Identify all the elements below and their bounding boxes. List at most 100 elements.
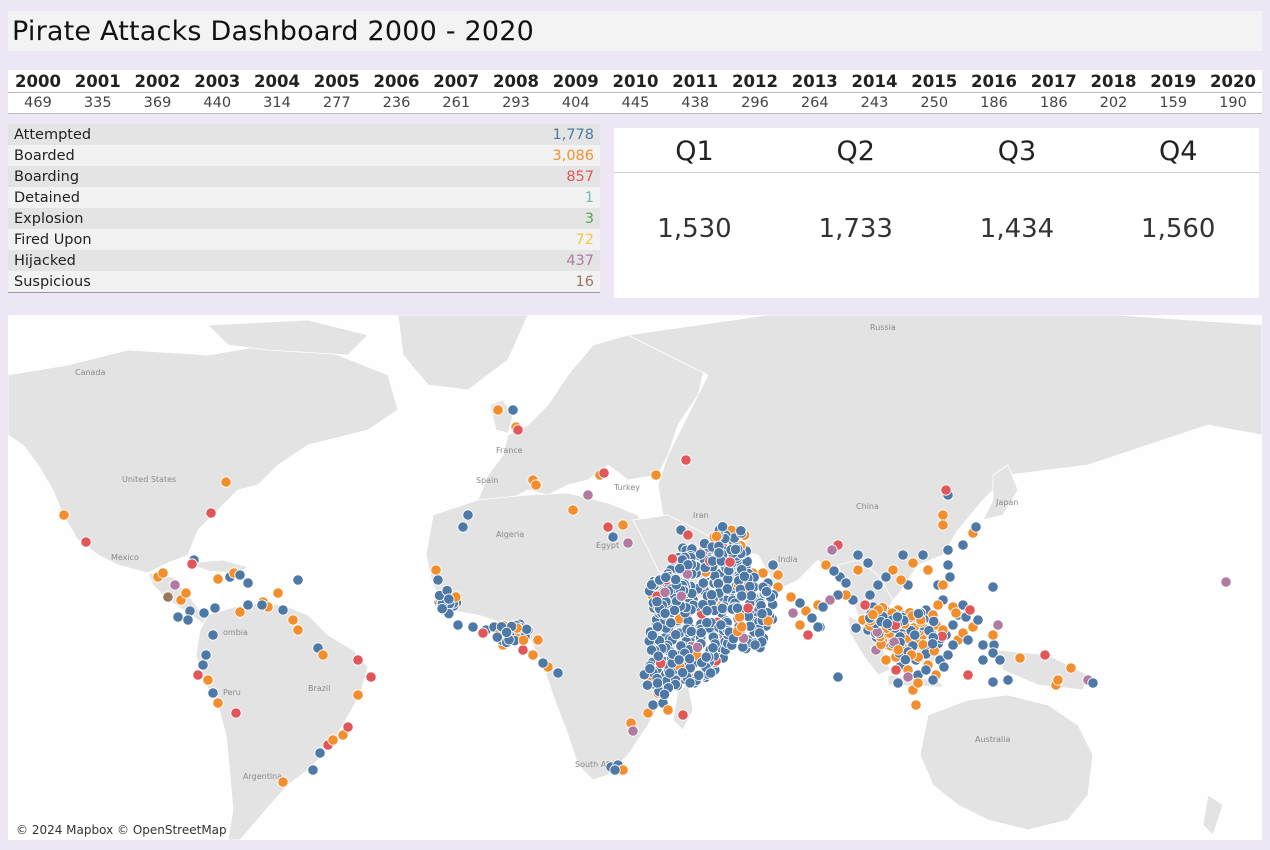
attack-dot[interactable] [670, 573, 682, 586]
year-column[interactable]: 2004 314 [247, 70, 307, 113]
attack-dot[interactable] [659, 607, 671, 619]
attack-dot[interactable] [707, 642, 719, 654]
attack-dot[interactable] [957, 539, 969, 551]
attack-dot[interactable] [198, 607, 210, 619]
attack-dot[interactable] [902, 671, 914, 683]
attack-dot[interactable] [492, 404, 504, 416]
attack-dot[interactable] [186, 558, 198, 570]
year-column[interactable]: 2015 250 [904, 70, 964, 113]
attack-dot[interactable] [230, 707, 242, 719]
attack-dot[interactable] [200, 649, 212, 661]
attack-dot[interactable] [617, 519, 629, 531]
attack-map[interactable]: Russia Canada United States Mexico ombia… [8, 315, 1262, 840]
attack-dot[interactable] [537, 657, 549, 669]
attack-dot[interactable] [664, 667, 676, 679]
attack-dot[interactable] [432, 574, 444, 586]
attack-dot[interactable] [352, 654, 364, 666]
year-column[interactable]: 2013 264 [785, 70, 845, 113]
attack-dot[interactable] [1087, 677, 1099, 689]
quarter-column[interactable]: Q4 1,560 [1098, 128, 1259, 244]
attack-dot[interactable] [157, 567, 169, 579]
attack-dot[interactable] [917, 549, 929, 561]
attack-dot[interactable] [721, 583, 733, 595]
attack-dot[interactable] [890, 664, 902, 676]
attack-dot[interactable] [680, 454, 692, 466]
attack-dot[interactable] [1065, 662, 1077, 674]
attack-dot[interactable] [462, 509, 474, 521]
attack-dot[interactable] [452, 619, 464, 631]
attack-type-row[interactable]: Hijacked 437 [8, 250, 600, 271]
attack-dot[interactable] [895, 574, 907, 586]
attack-type-row[interactable]: Boarded 3,086 [8, 145, 600, 166]
attack-dot[interactable] [292, 574, 304, 586]
attack-dot[interactable] [716, 602, 728, 615]
attack-dot[interactable] [552, 667, 564, 679]
attack-dot[interactable] [826, 544, 838, 556]
year-column[interactable]: 2002 369 [128, 70, 188, 113]
year-column[interactable]: 2010 445 [606, 70, 666, 113]
attack-dot[interactable] [182, 614, 194, 626]
attack-dot[interactable] [212, 573, 224, 585]
attack-dot[interactable] [742, 602, 754, 614]
year-column[interactable]: 2008 293 [486, 70, 546, 113]
attack-dot[interactable] [162, 591, 174, 603]
attack-dot[interactable] [701, 617, 713, 629]
attack-dot[interactable] [602, 521, 614, 533]
attack-dot[interactable] [942, 544, 954, 556]
year-column[interactable]: 2001 335 [68, 70, 128, 113]
year-column[interactable]: 2012 296 [725, 70, 785, 113]
attack-dot[interactable] [864, 589, 876, 601]
attack-dot[interactable] [767, 559, 779, 571]
attack-dot[interactable] [928, 615, 940, 628]
attack-dot[interactable] [850, 622, 862, 634]
attack-dot[interactable] [693, 669, 705, 681]
attack-dot[interactable] [964, 604, 976, 616]
attack-dot[interactable] [652, 650, 664, 662]
quarter-column[interactable]: Q3 1,434 [937, 128, 1098, 244]
attack-dot[interactable] [711, 530, 723, 542]
attack-dot[interactable] [627, 725, 639, 737]
attack-dot[interactable] [832, 589, 844, 601]
attack-dot[interactable] [197, 659, 209, 671]
year-column[interactable]: 2017 186 [1024, 70, 1084, 113]
attack-dot[interactable] [665, 617, 677, 629]
year-column[interactable]: 2016 186 [964, 70, 1024, 113]
attack-dot[interactable] [212, 697, 224, 709]
attack-dot[interactable] [947, 639, 959, 651]
attack-dot[interactable] [762, 615, 774, 627]
attack-dot[interactable] [507, 404, 519, 416]
attack-dot[interactable] [940, 484, 952, 496]
attack-dot[interactable] [992, 619, 1004, 631]
attack-dot[interactable] [942, 559, 954, 571]
attack-dot[interactable] [700, 651, 712, 663]
attack-dot[interactable] [477, 627, 489, 639]
attack-dot[interactable] [242, 599, 254, 611]
attack-dot[interactable] [1014, 652, 1026, 664]
attack-dot[interactable] [651, 596, 663, 608]
attack-dot[interactable] [277, 604, 289, 616]
attack-dot[interactable] [832, 671, 844, 683]
attack-dot[interactable] [676, 667, 689, 679]
attack-dot[interactable] [907, 557, 919, 569]
attack-dot[interactable] [824, 594, 836, 606]
attack-dot[interactable] [942, 649, 954, 661]
attack-dot[interactable] [1002, 674, 1014, 686]
attack-dot[interactable] [794, 619, 806, 631]
attack-dot[interactable] [872, 579, 884, 591]
attack-dot[interactable] [685, 625, 697, 638]
attack-dot[interactable] [1220, 576, 1232, 588]
attack-dot[interactable] [772, 569, 784, 581]
attack-dot[interactable] [675, 590, 687, 602]
attack-dot[interactable] [242, 577, 254, 589]
attack-type-row[interactable]: Explosion 3 [8, 208, 600, 229]
attack-dot[interactable] [731, 602, 744, 614]
attack-dot[interactable] [937, 509, 949, 521]
attack-dot[interactable] [1039, 649, 1051, 661]
attack-dot[interactable] [892, 677, 904, 689]
attack-dot[interactable] [892, 644, 904, 656]
attack-dot[interactable] [912, 677, 924, 689]
year-column[interactable]: 2019 159 [1143, 70, 1203, 113]
quarter-column[interactable]: Q1 1,530 [614, 128, 775, 244]
year-column[interactable]: 2000 469 [8, 70, 68, 113]
attack-dot[interactable] [910, 699, 922, 711]
